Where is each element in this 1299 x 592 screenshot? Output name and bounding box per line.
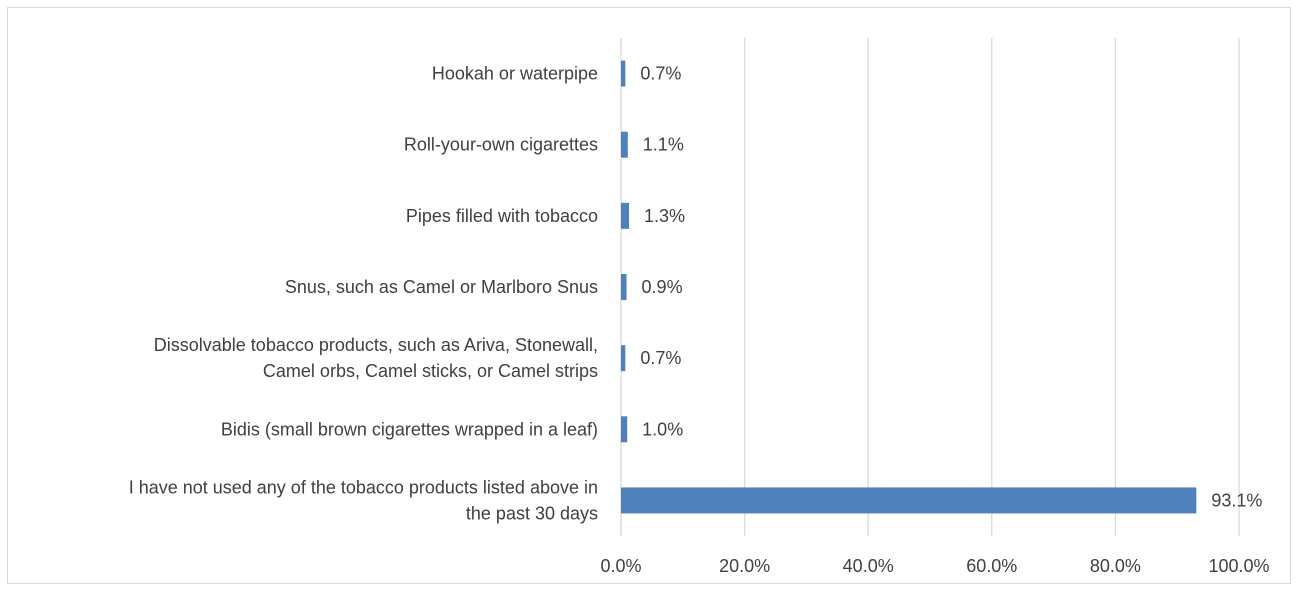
data-label: 1.1% — [643, 135, 684, 155]
data-label: 1.3% — [644, 206, 685, 226]
category-label: Dissolvable tobacco products, such as Ar… — [154, 335, 598, 355]
bar — [621, 60, 626, 87]
x-tick-label: 40.0% — [843, 556, 894, 576]
category-labels: Hookah or waterpipe Roll-your-own cigaret… — [129, 64, 598, 524]
bar — [621, 345, 626, 372]
data-label: 93.1% — [1211, 490, 1262, 510]
data-label: 0.7% — [640, 64, 681, 84]
x-tick-label: 80.0% — [1090, 556, 1141, 576]
bar — [621, 131, 628, 158]
bar — [621, 202, 630, 229]
category-label: Camel orbs, Camel sticks, or Camel strip… — [263, 361, 598, 381]
x-axis-ticks: 0.0% 20.0% 40.0% 60.0% 80.0% 100.0% — [600, 556, 1269, 576]
bar — [621, 274, 627, 300]
bar — [621, 416, 628, 443]
category-label: Snus, such as Camel or Marlboro Snus — [285, 277, 598, 297]
bar — [621, 487, 1197, 514]
gridlines — [620, 38, 1240, 536]
x-tick-label: 20.0% — [719, 556, 770, 576]
category-label: Hookah or waterpipe — [432, 64, 598, 84]
category-label: Pipes filled with tobacco — [406, 206, 598, 226]
x-tick-label: 0.0% — [600, 556, 641, 576]
category-label: I have not used any of the tobacco produ… — [129, 477, 598, 497]
data-label: 0.7% — [640, 348, 681, 368]
category-label: the past 30 days — [466, 503, 598, 523]
data-label: 0.9% — [642, 277, 683, 297]
data-labels: 0.7% 1.1% 1.3% 0.9% 0.7% 1.0% 93.1% — [640, 64, 1262, 511]
data-label: 1.0% — [642, 419, 683, 439]
bars — [621, 60, 1197, 514]
category-label: Roll-your-own cigarettes — [404, 135, 598, 155]
x-tick-label: 60.0% — [966, 556, 1017, 576]
category-label: Bidis (small brown cigarettes wrapped in… — [221, 419, 598, 439]
x-tick-label: 100.0% — [1208, 556, 1269, 576]
